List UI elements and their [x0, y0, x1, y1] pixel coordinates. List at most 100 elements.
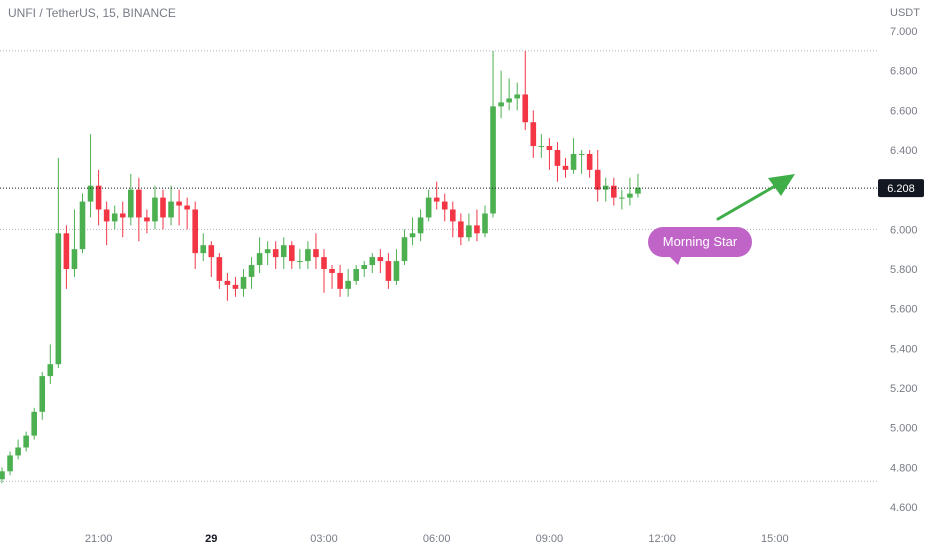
candle [635, 173, 641, 198]
candle-body [39, 376, 46, 412]
candle [385, 253, 392, 289]
candle [87, 134, 94, 218]
candle-body [15, 447, 21, 456]
y-tick-label: 5.400 [890, 343, 918, 355]
candle-body [240, 276, 247, 289]
candle [313, 233, 319, 269]
candle [119, 201, 126, 238]
trend-arrow-icon [716, 174, 795, 221]
candle-body [594, 169, 601, 190]
candle-body [401, 237, 408, 262]
y-tick-label: 5.800 [890, 264, 918, 276]
currency-label: USDT [890, 7, 920, 19]
candle-body [87, 185, 94, 202]
candle [474, 209, 480, 242]
candle-body [514, 94, 520, 99]
candle [361, 261, 368, 277]
y-tick-label: 5.600 [890, 304, 918, 316]
candle-body [393, 261, 400, 281]
x-tick-label: 09:00 [536, 533, 564, 545]
candle [272, 241, 279, 269]
candle-body [602, 185, 609, 190]
candle [401, 229, 408, 266]
candle [0, 467, 5, 484]
candle [466, 213, 472, 242]
candle-body [546, 146, 553, 150]
candle-layer [0, 50, 641, 484]
candle-body [144, 217, 150, 222]
candle-body [264, 249, 271, 254]
overlay-layer: 6.208 Morning Star [0, 174, 924, 265]
candle-body [627, 193, 633, 198]
candle-body [248, 265, 255, 277]
candle [264, 241, 271, 266]
candle [522, 50, 529, 131]
candle-body [208, 245, 215, 258]
current-price-label: 6.208 [887, 183, 915, 195]
candle [514, 82, 520, 111]
current-price-badge [878, 179, 924, 198]
trend-arrow-shaft [716, 180, 784, 221]
candle [530, 110, 537, 158]
candle [482, 205, 488, 238]
candle [280, 237, 287, 269]
candle [433, 181, 440, 210]
candle [144, 209, 150, 234]
candle [95, 169, 102, 226]
candle [15, 439, 21, 460]
candle-body [192, 209, 198, 254]
y-tick-label: 6.400 [890, 145, 918, 157]
y-tick-label: 6.000 [890, 224, 918, 236]
grid-layer [0, 50, 878, 482]
candle [39, 372, 46, 420]
candle-body [0, 471, 5, 480]
candle [554, 142, 561, 182]
candle-body [369, 257, 376, 266]
candle-body [71, 249, 78, 269]
candle [570, 138, 577, 174]
y-tick-label: 5.200 [890, 383, 918, 395]
candle-body [176, 201, 182, 206]
candle [345, 269, 351, 297]
candle [208, 241, 215, 277]
candle-body [119, 213, 126, 218]
x-tick-label: 21:00 [85, 533, 113, 545]
chart-title: UNFI / TetherUS, 15, BINANCE [8, 6, 176, 20]
y-tick-label: 7.000 [890, 26, 918, 38]
candle-body [272, 249, 279, 258]
candle [562, 157, 569, 178]
y-tick-label: 5.000 [890, 423, 918, 435]
candle [289, 241, 295, 269]
candle [256, 237, 263, 273]
candle-body [224, 280, 231, 285]
candle-body [297, 261, 303, 263]
candle-body [562, 165, 569, 170]
x-tick-label: 12:00 [648, 533, 676, 545]
candle-body [506, 98, 512, 103]
candle [152, 185, 158, 230]
candle-body [128, 189, 134, 218]
callout-tail [668, 255, 682, 265]
y-tick-label: 4.800 [890, 462, 918, 474]
candle-body [200, 245, 207, 254]
candle [425, 189, 432, 222]
candle [594, 150, 601, 202]
candle [627, 177, 633, 206]
candle-body [329, 269, 335, 273]
candle [369, 253, 376, 273]
candle [409, 217, 416, 246]
candle-body [23, 435, 29, 448]
candle [128, 173, 134, 226]
candle-body [466, 225, 472, 238]
candle [7, 451, 13, 476]
candle [458, 213, 464, 246]
candle-body [474, 225, 480, 234]
candle-body [7, 455, 13, 472]
morning-star-callout: Morning Star [648, 227, 752, 265]
candle [417, 209, 424, 242]
candle [619, 189, 625, 210]
candle-body [55, 233, 62, 365]
candle-body [103, 209, 110, 222]
candle-body [417, 217, 424, 234]
